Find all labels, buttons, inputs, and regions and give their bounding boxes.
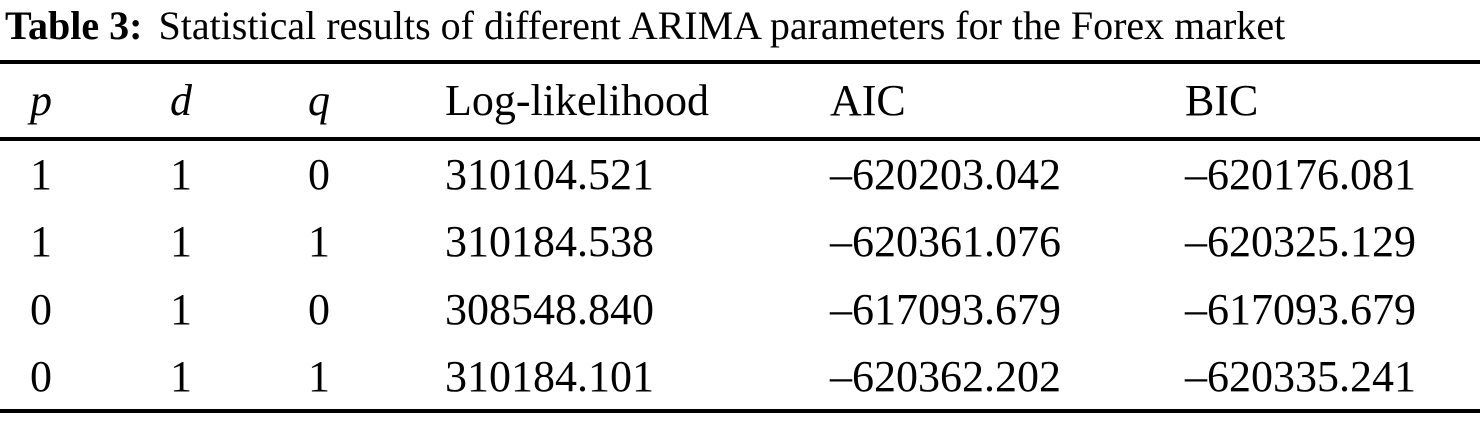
cell-q: 0 [308,149,330,199]
cell-bic: –617093.679 [1185,284,1416,334]
cell-d: 1 [170,284,192,334]
cell-p: 1 [30,149,52,199]
cell-aic: –620203.042 [830,149,1061,199]
cell-q: 1 [308,351,330,401]
col-header-p: p [0,62,140,141]
cell-bic: –620325.129 [1185,216,1416,266]
table-caption-label: Table 3: [5,3,143,48]
table-row: 0 1 0 308548.840 –617093.679 –617093.679 [0,275,1480,343]
cell-log-likelihood: 310104.521 [445,149,654,199]
table-caption: Table 3: Statistical results of different… [0,0,1480,60]
cell-aic: –617093.679 [830,284,1061,334]
arima-results-table: p d q Log-likelihood AIC BIC 1 1 0 31010… [0,60,1480,413]
cell-q: 0 [308,284,330,334]
table-row: 0 1 1 310184.101 –620362.202 –620335.241 [0,343,1480,411]
cell-q: 1 [308,216,330,266]
col-header-aic: AIC [802,62,1157,141]
cell-d: 1 [170,351,192,401]
col-header-d: d [140,62,280,141]
col-header-log-likelihood: Log-likelihood [417,62,802,141]
table-header-row: p d q Log-likelihood AIC BIC [0,62,1480,141]
table-row: 1 1 0 310104.521 –620203.042 –620176.081 [0,139,1480,207]
col-header-q: q [280,62,417,141]
cell-p: 0 [30,351,52,401]
cell-p: 1 [30,216,52,266]
cell-log-likelihood: 308548.840 [445,284,654,334]
cell-log-likelihood: 310184.538 [445,216,654,266]
cell-bic: –620176.081 [1185,149,1416,199]
cell-bic: –620335.241 [1185,351,1416,401]
cell-p: 0 [30,284,52,334]
col-header-bic: BIC [1157,62,1480,141]
cell-d: 1 [170,216,192,266]
cell-d: 1 [170,149,192,199]
cell-aic: –620361.076 [830,216,1061,266]
table-caption-text: Statistical results of different ARIMA p… [158,3,1286,48]
cell-log-likelihood: 310184.101 [445,351,654,401]
table-row: 1 1 1 310184.538 –620361.076 –620325.129 [0,207,1480,275]
cell-aic: –620362.202 [830,351,1061,401]
